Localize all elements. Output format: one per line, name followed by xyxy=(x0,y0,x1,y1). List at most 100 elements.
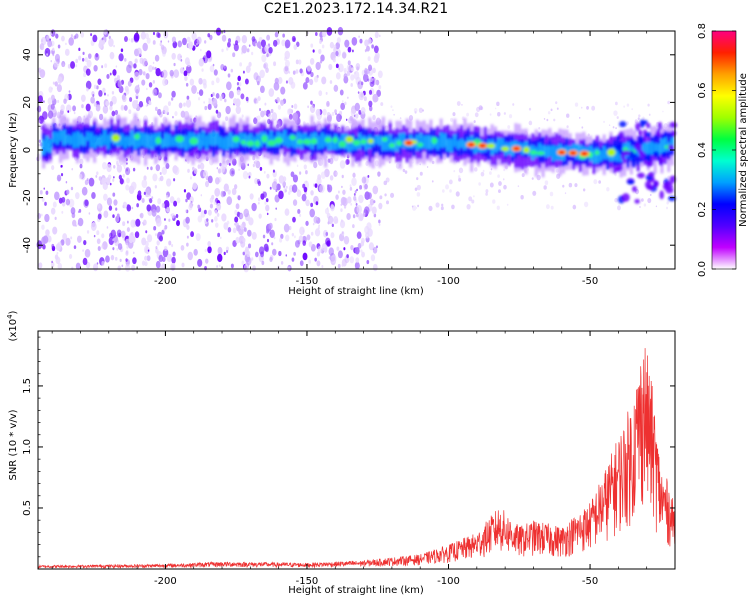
spectrogram-noise-speckle xyxy=(157,92,162,99)
spectrogram-noise-speckle xyxy=(201,68,204,72)
spectrogram-noise-speckle xyxy=(549,191,554,197)
spectrogram-scatter-blob xyxy=(634,198,640,204)
spectrogram-noise-speckle xyxy=(81,186,88,196)
spectrogram-noise-speckle xyxy=(102,105,109,114)
spectrogram-noise-speckle xyxy=(428,205,433,212)
spectrogram-noise-speckle xyxy=(228,38,232,43)
spectrogram-noise-speckle xyxy=(144,261,148,267)
spectrogram-noise-speckle xyxy=(583,201,589,208)
spectrogram-noise-speckle xyxy=(179,67,185,74)
spectrogram-noise-speckle xyxy=(257,197,261,202)
spectrogram-noise-speckle xyxy=(603,120,605,124)
spectrogram-noise-speckle xyxy=(178,102,183,109)
spectrogram-noise-speckle xyxy=(108,205,113,211)
spectrogram-noise-speckle xyxy=(220,190,225,198)
spectrogram-noise-speckle xyxy=(310,71,314,78)
spectrogram-scatter-blob xyxy=(646,123,651,129)
spectrogram-noise-speckle xyxy=(198,97,201,101)
spectrogram-noise-speckle xyxy=(65,198,71,206)
spectrogram-noise-speckle xyxy=(301,193,307,202)
spectrogram-noise-speckle xyxy=(256,99,259,104)
spectrogram-noise-speckle xyxy=(441,203,444,207)
spectrogram-x-tick-label: -50 xyxy=(582,276,598,287)
spectrogram-noise-speckle xyxy=(112,69,117,76)
spectrogram-noise-speckle xyxy=(118,174,122,180)
spectrogram-noise-speckle xyxy=(647,103,650,107)
spectrogram-noise-speckle xyxy=(291,257,295,262)
spectrogram-noise-speckle xyxy=(154,233,157,237)
spectrogram-noise-speckle xyxy=(553,118,556,122)
spectrogram-noise-speckle xyxy=(337,263,341,269)
spectrogram-noise-speckle xyxy=(306,65,312,72)
spectrogram-noise-speckle xyxy=(360,107,366,115)
spectrogram-noise-speckle xyxy=(365,161,369,166)
spectrogram-noise-speckle xyxy=(354,190,357,194)
spectrogram-band-cell xyxy=(225,136,229,151)
spectrogram-noise-speckle xyxy=(113,199,118,206)
spectrogram-band-cell xyxy=(443,133,447,148)
spectrogram-noise-speckle xyxy=(72,219,77,227)
spectrogram-noise-speckle xyxy=(372,185,379,195)
spectrogram-noise-speckle xyxy=(238,168,240,171)
spectrogram-noise-speckle xyxy=(566,125,569,129)
spectrogram-noise-speckle xyxy=(173,62,176,67)
spectrogram-band-cell xyxy=(205,135,209,151)
spectrogram-noise-speckle xyxy=(204,40,207,44)
spectrogram-noise-speckle xyxy=(171,213,175,219)
spectrogram-noise-speckle xyxy=(38,143,40,147)
spectrogram-noise-speckle xyxy=(55,243,61,251)
spectrogram-band-blob xyxy=(175,135,184,143)
spectrogram-noise-speckle xyxy=(335,171,338,176)
spectrogram-noise-speckle xyxy=(319,39,322,44)
spectrogram-noise-speckle xyxy=(238,82,242,87)
spectrogram-noise-speckle xyxy=(75,262,81,270)
spectrogram-noise-speckle xyxy=(281,39,286,47)
spectrogram-noise-speckle xyxy=(147,249,150,252)
spectrogram-noise-speckle xyxy=(38,67,42,73)
spectrogram-noise-speckle xyxy=(177,40,183,48)
spectrogram-noise-speckle xyxy=(259,166,263,171)
spectrogram-noise-speckle xyxy=(113,164,116,169)
spectrogram-band-cell xyxy=(76,131,80,148)
spectrogram-noise-speckle xyxy=(316,251,320,257)
spectrogram-band-blob xyxy=(529,149,537,155)
spectrogram-noise-speckle xyxy=(233,98,238,105)
spectrogram-noise-speckle xyxy=(295,59,299,65)
spectrogram-y-tick-label: 20 xyxy=(22,96,33,109)
spectrogram-noise-speckle xyxy=(57,262,63,270)
spectrogram-noise-speckle xyxy=(122,201,128,209)
spectrogram-noise-speckle xyxy=(312,183,316,187)
spectrogram-noise-speckle xyxy=(186,64,192,74)
spectrogram-noise-speckle xyxy=(245,96,249,102)
spectrogram-noise-speckle xyxy=(126,227,130,233)
spectrogram-noise-speckle xyxy=(283,223,290,233)
spectrogram-noise-speckle xyxy=(231,187,237,196)
spectrogram-noise-speckle xyxy=(192,182,198,190)
colorbar-tick-label: 0.4 xyxy=(697,142,708,158)
spectrogram-noise-speckle xyxy=(86,87,89,92)
spectrogram-noise-speckle xyxy=(266,53,269,58)
spectrogram-noise-speckle xyxy=(285,254,288,257)
spectrogram-noise-speckle xyxy=(78,173,83,180)
spectrogram-noise-speckle xyxy=(183,102,186,107)
spectrogram-noise-speckle xyxy=(207,246,212,254)
spectrogram-noise-speckle xyxy=(212,92,215,97)
spectrogram-noise-speckle xyxy=(155,260,161,269)
spectrogram-noise-speckle xyxy=(615,101,618,106)
spectrogram-noise-speckle xyxy=(188,203,193,211)
spectrogram-noise-speckle xyxy=(292,70,296,75)
spectrogram-noise-speckle xyxy=(204,265,207,271)
spectrogram-band-blob xyxy=(289,134,297,141)
spectrogram-noise-speckle xyxy=(52,47,55,52)
spectrogram-noise-speckle xyxy=(136,203,139,208)
spectrogram-noise-speckle xyxy=(606,187,610,192)
spectrogram-noise-speckle xyxy=(216,265,218,268)
spectrogram-noise-speckle xyxy=(141,260,146,266)
spectrogram-noise-speckle xyxy=(310,190,314,196)
snr-frame xyxy=(37,330,676,570)
spectrogram-noise-speckle xyxy=(205,258,209,264)
spectrogram-noise-speckle xyxy=(47,39,53,48)
spectrogram-noise-speckle xyxy=(268,222,273,230)
spectrogram-noise-speckle xyxy=(95,104,101,112)
spectrogram-band-cell xyxy=(670,137,674,148)
